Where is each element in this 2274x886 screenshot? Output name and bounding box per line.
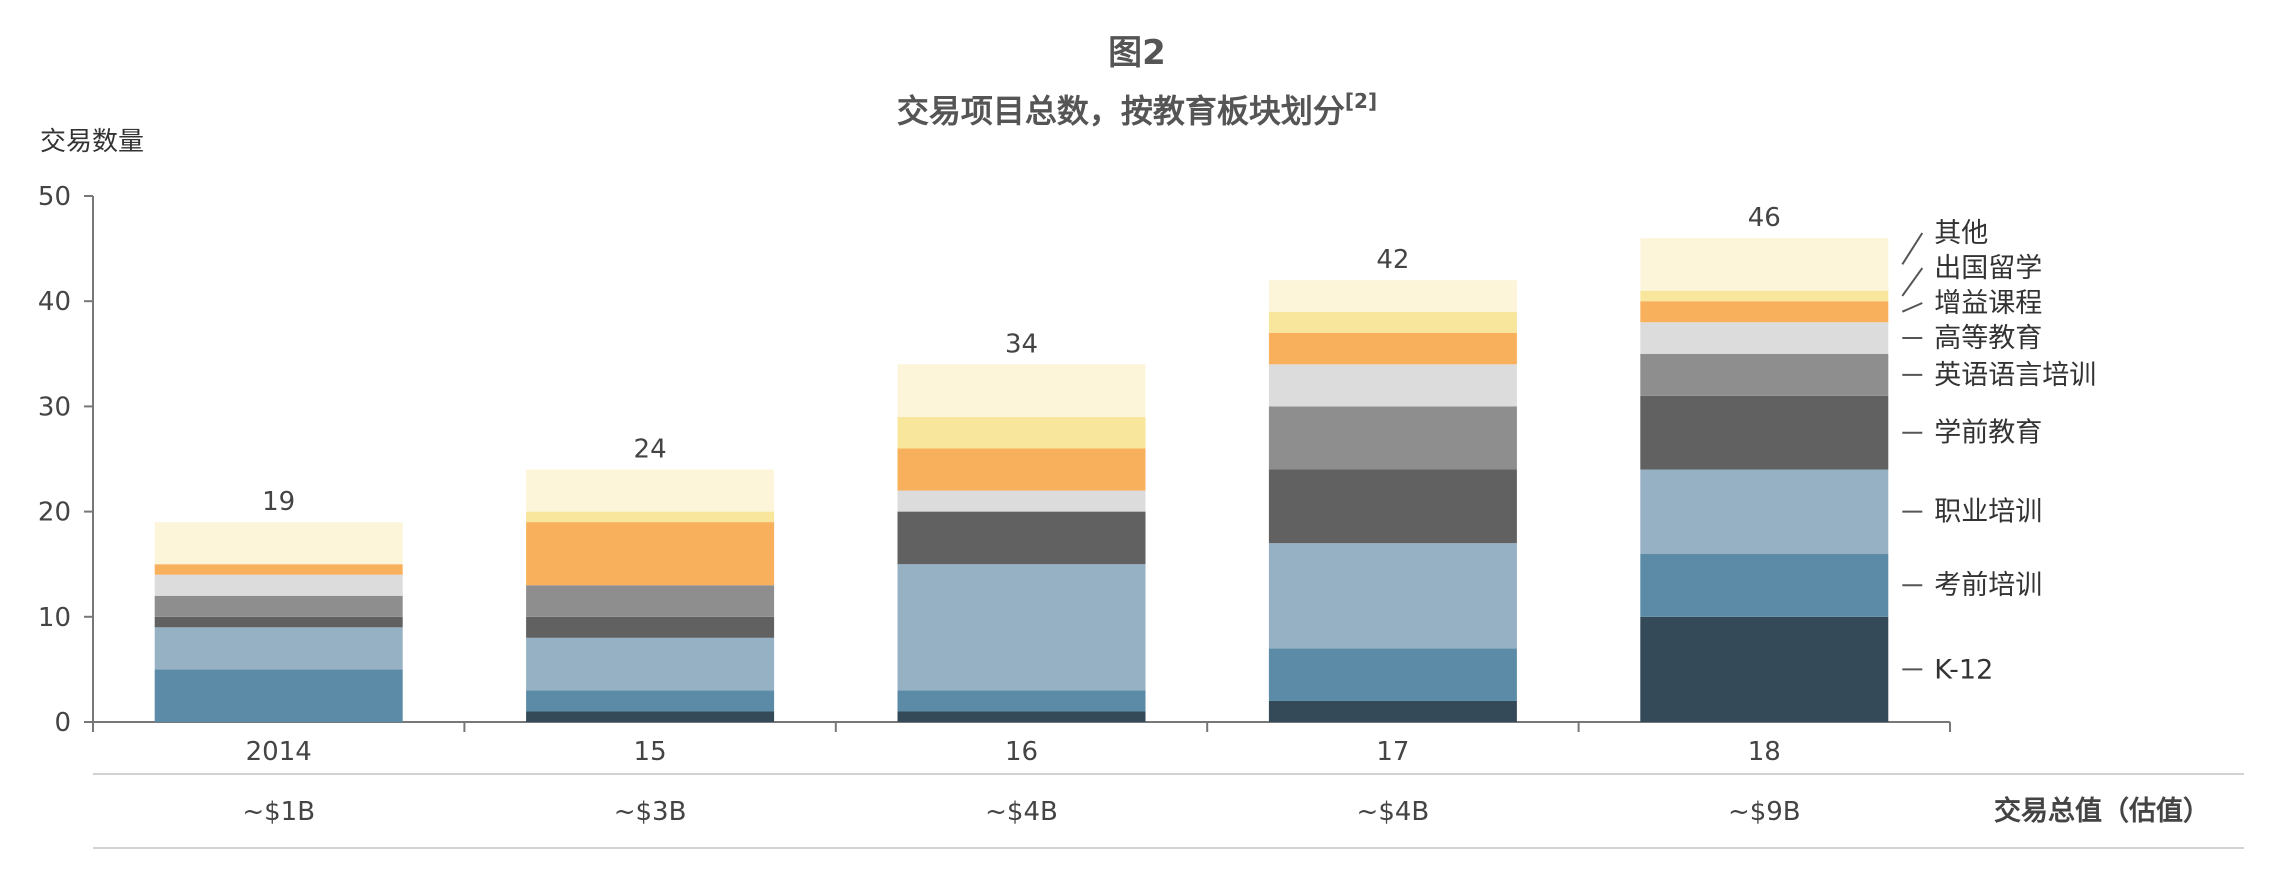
y-tick-label: 50 — [38, 182, 71, 212]
deal-value: ~$9B — [1728, 797, 1801, 827]
bar-total-label: 46 — [1748, 203, 1781, 233]
legend-label: 英语语言培训 — [1934, 360, 2096, 391]
chart-title: 图2 — [1108, 33, 1166, 73]
bar-segment — [1640, 469, 1889, 554]
deal-value: ~$4B — [985, 797, 1058, 827]
bar-segment — [897, 511, 1146, 565]
bar-segment — [1640, 238, 1889, 291]
y-tick-label: 20 — [38, 498, 71, 528]
y-tick-label: 30 — [38, 392, 71, 422]
deal-value-label: 交易总值（估值） — [1994, 795, 2210, 827]
legend-leader-line — [1901, 302, 1923, 313]
bar-segment — [1640, 301, 1889, 323]
x-tick-label: 16 — [1005, 737, 1038, 767]
deal-value: ~$3B — [614, 797, 687, 827]
bar-segment — [1640, 322, 1889, 354]
bar-segment — [154, 627, 403, 670]
chart-subtitle: 交易项目总数，按教育板块划分[2] — [897, 89, 1377, 130]
bar-segment — [526, 637, 775, 691]
y-tick-label: 10 — [38, 603, 71, 633]
bar-segment — [897, 564, 1146, 691]
y-tick-label: 40 — [38, 287, 71, 317]
chart-subtitle-footnote: [2] — [1345, 89, 1377, 113]
bar-segment — [1268, 648, 1517, 701]
y-axis-ticks: 0 10 20 30 40 50 — [38, 182, 93, 738]
bar-segment — [526, 522, 775, 586]
legend-label: 学前教育 — [1934, 418, 2042, 449]
bar-segment — [154, 669, 403, 722]
bar-total-label: 19 — [262, 487, 295, 517]
legend-label: 职业培训 — [1934, 497, 2042, 528]
bar-segment — [1268, 332, 1517, 365]
legend-label: 出国留学 — [1934, 253, 2042, 284]
bar-segment — [154, 522, 403, 565]
x-tick-label: 2014 — [246, 737, 312, 767]
bar-segment — [154, 595, 403, 617]
deal-value: ~$4B — [1357, 797, 1430, 827]
x-tick-label: 18 — [1748, 737, 1781, 767]
x-tick-label: 15 — [634, 737, 667, 767]
bar-total-label: 34 — [1005, 329, 1038, 359]
legend-label: K-12 — [1934, 654, 1993, 685]
y-tick-label: 0 — [54, 708, 71, 738]
deal-values-row: ~$1B ~$3B ~$4B ~$4B ~$9B — [242, 797, 1800, 827]
bar-segment — [1268, 700, 1517, 722]
bar-segment — [526, 469, 775, 512]
legend-label: 其他 — [1934, 218, 1988, 249]
bar-segment — [1268, 543, 1517, 649]
legend-leader-line — [1901, 267, 1924, 297]
bar-segment — [526, 616, 775, 638]
bar-segment — [1640, 290, 1889, 302]
bar-segment — [1268, 406, 1517, 470]
bar-total-label: 42 — [1376, 245, 1409, 275]
bar-segment — [1640, 616, 1889, 722]
legend-leader-line — [1901, 232, 1924, 265]
bar-total-label: 24 — [634, 435, 667, 465]
bar-segment — [1268, 311, 1517, 333]
bar-segment — [1640, 395, 1889, 470]
bar-segment — [1268, 280, 1517, 312]
bar-segment — [1268, 469, 1517, 544]
bar-segment — [897, 690, 1146, 712]
bar-totals: 19 24 34 42 46 — [262, 203, 1781, 517]
bar-segment — [897, 448, 1146, 491]
legend-label: 增益课程 — [1934, 288, 2042, 319]
legend-label: 考前培训 — [1934, 570, 2042, 601]
bar-segment — [154, 564, 403, 575]
bar-segment — [897, 490, 1146, 512]
x-axis-ticks: 2014 15 16 17 18 — [92, 722, 1951, 767]
y-axis-label: 交易数量 — [40, 127, 144, 157]
chart-subtitle-text: 交易项目总数，按教育板块划分 — [897, 92, 1345, 130]
bar-segment — [897, 416, 1146, 449]
bar-segment — [526, 690, 775, 712]
bar-segment — [154, 574, 403, 596]
bar-segment — [526, 585, 775, 617]
bar-segment — [1640, 353, 1889, 396]
bar-segment — [526, 511, 775, 523]
bar-segment — [526, 711, 775, 722]
x-tick-label: 17 — [1376, 737, 1409, 767]
bar-segment — [154, 616, 403, 628]
deal-value: ~$1B — [242, 797, 315, 827]
bar-segment — [897, 711, 1146, 722]
bar-segment — [1268, 364, 1517, 407]
bar-segment — [897, 364, 1146, 417]
stacked-bars — [154, 238, 1889, 722]
legend-label: 高等教育 — [1934, 323, 2042, 354]
bar-segment — [1640, 553, 1889, 617]
